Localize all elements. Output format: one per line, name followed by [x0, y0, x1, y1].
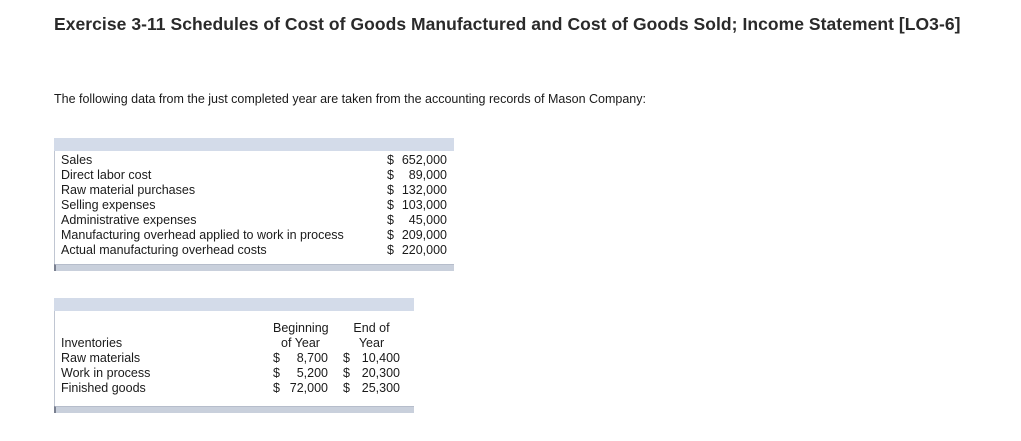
end-header-line1: End of: [353, 321, 390, 335]
table-row: Administrative expenses $45,000: [55, 213, 454, 228]
table-row: Sales $652,000: [55, 153, 454, 168]
table-row: Raw materials $8,700 $10,400: [55, 351, 414, 366]
row-amount: $45,000: [387, 213, 447, 227]
beginning-header-line2: of Year: [281, 336, 320, 350]
beginning-amount: $8,700: [273, 351, 328, 365]
table-header-band: [54, 298, 414, 311]
inventories-header: Inventories: [61, 336, 123, 350]
accounts-table-body: Sales $652,000 Direct labor cost $89,000…: [54, 151, 454, 264]
row-amount: $132,000: [387, 183, 447, 197]
table-header-row: Beginning End of: [55, 321, 414, 336]
accounts-table: Sales $652,000 Direct labor cost $89,000…: [54, 138, 454, 271]
row-amount: $220,000: [387, 243, 447, 257]
beginning-header-line1: Beginning: [273, 321, 329, 335]
row-label: Sales: [61, 153, 93, 167]
table-header-band: [54, 138, 454, 151]
table-row: Work in process $5,200 $20,300: [55, 366, 414, 381]
end-amount: $10,400: [343, 351, 400, 365]
table-footer-band: [54, 406, 414, 413]
row-label: Selling expenses: [61, 198, 156, 212]
row-label: Raw material purchases: [61, 183, 196, 197]
beginning-amount: $72,000: [273, 381, 328, 395]
row-label: Direct labor cost: [61, 168, 152, 182]
table-row: Selling expenses $103,000: [55, 198, 454, 213]
beginning-amount: $5,200: [273, 366, 328, 380]
row-amount: $103,000: [387, 198, 447, 212]
row-amount: $652,000: [387, 153, 447, 167]
row-label: Finished goods: [61, 381, 146, 395]
table-row: Manufacturing overhead applied to work i…: [55, 228, 454, 243]
table-row: Direct labor cost $89,000: [55, 168, 454, 183]
row-amount: $209,000: [387, 228, 447, 242]
end-amount: $25,300: [343, 381, 400, 395]
table-row: Raw material purchases $132,000: [55, 183, 454, 198]
row-label: Manufacturing overhead applied to work i…: [61, 228, 344, 242]
intro-text: The following data from the just complet…: [54, 92, 646, 106]
end-amount: $20,300: [343, 366, 400, 380]
inventories-table: Beginning End of Inventories of Year Yea…: [54, 298, 414, 413]
table-row: Finished goods $72,000 $25,300: [55, 381, 414, 396]
row-label: Administrative expenses: [61, 213, 197, 227]
row-label: Actual manufacturing overhead costs: [61, 243, 267, 257]
table-footer-band: [54, 264, 454, 271]
row-label: Work in process: [61, 366, 151, 380]
table-row: Actual manufacturing overhead costs $220…: [55, 243, 454, 258]
end-header-line2: Year: [358, 336, 385, 350]
row-amount: $89,000: [387, 168, 447, 182]
exercise-title: Exercise 3-11 Schedules of Cost of Goods…: [54, 14, 961, 34]
table-header-row: Inventories of Year Year: [55, 336, 414, 351]
row-label: Raw materials: [61, 351, 141, 365]
inventories-table-body: Beginning End of Inventories of Year Yea…: [54, 311, 414, 406]
